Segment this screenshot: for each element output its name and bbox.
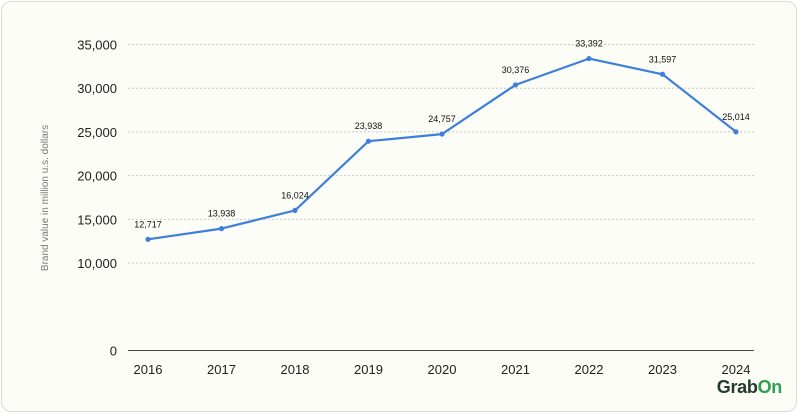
y-tick-label: 30,000: [77, 81, 117, 96]
data-label: 23,938: [355, 121, 383, 131]
data-point: [659, 71, 666, 77]
data-label: 12,717: [134, 219, 162, 229]
y-tick-label: 35,000: [77, 38, 117, 53]
data-label: 30,376: [502, 65, 530, 75]
data-label: 16,024: [281, 190, 309, 200]
grabon-logo: GrabOn: [716, 377, 783, 398]
y-tick-label: 25,000: [77, 125, 117, 140]
x-tick-label: 2023: [648, 362, 677, 377]
data-point: [292, 207, 298, 214]
data-point: [586, 55, 592, 62]
x-tick-label: 2018: [281, 362, 310, 377]
data-labels: 12,717 13,938 16,024 23,938 24,757 30,376 33,3…: [134, 39, 750, 230]
x-tick-label: 2021: [501, 362, 530, 377]
data-point: [439, 131, 445, 137]
data-point: [218, 226, 225, 232]
data-point: [733, 129, 739, 135]
y-tick-label: 10,000: [77, 256, 117, 271]
data-points: [145, 55, 739, 242]
logo-suffix: On: [757, 377, 783, 397]
data-label: 25,014: [722, 112, 750, 122]
data-label: 31,597: [649, 54, 677, 64]
data-point: [145, 236, 151, 242]
y-axis-label: Brand value in million u.s. dollars: [40, 125, 51, 271]
x-tick-label: 2020: [428, 362, 457, 377]
data-label: 24,757: [428, 114, 456, 124]
y-tick-label: 20,000: [77, 169, 117, 184]
grid-lines: [128, 44, 754, 351]
data-point: [365, 138, 372, 144]
x-tick-label: 2024: [722, 362, 751, 377]
logo-prefix: Grab: [716, 377, 758, 397]
x-axis-ticks: 2016 2017 2018 2019 2020 2021 2022 2023 2024: [134, 362, 751, 377]
x-tick-label: 2016: [134, 362, 163, 377]
x-tick-label: 2022: [575, 362, 604, 377]
data-point: [512, 82, 519, 88]
y-tick-label: 0: [110, 344, 117, 359]
y-axis-ticks: 0 10,000 15,000 20,000 25,000 30,000 35,000: [77, 38, 117, 359]
x-tick-label: 2017: [207, 362, 236, 377]
data-label: 33,392: [575, 39, 603, 49]
series-line: [147, 57, 737, 241]
y-tick-label: 15,000: [77, 212, 117, 227]
data-label: 13,938: [208, 209, 236, 219]
x-tick-label: 2019: [354, 362, 383, 377]
